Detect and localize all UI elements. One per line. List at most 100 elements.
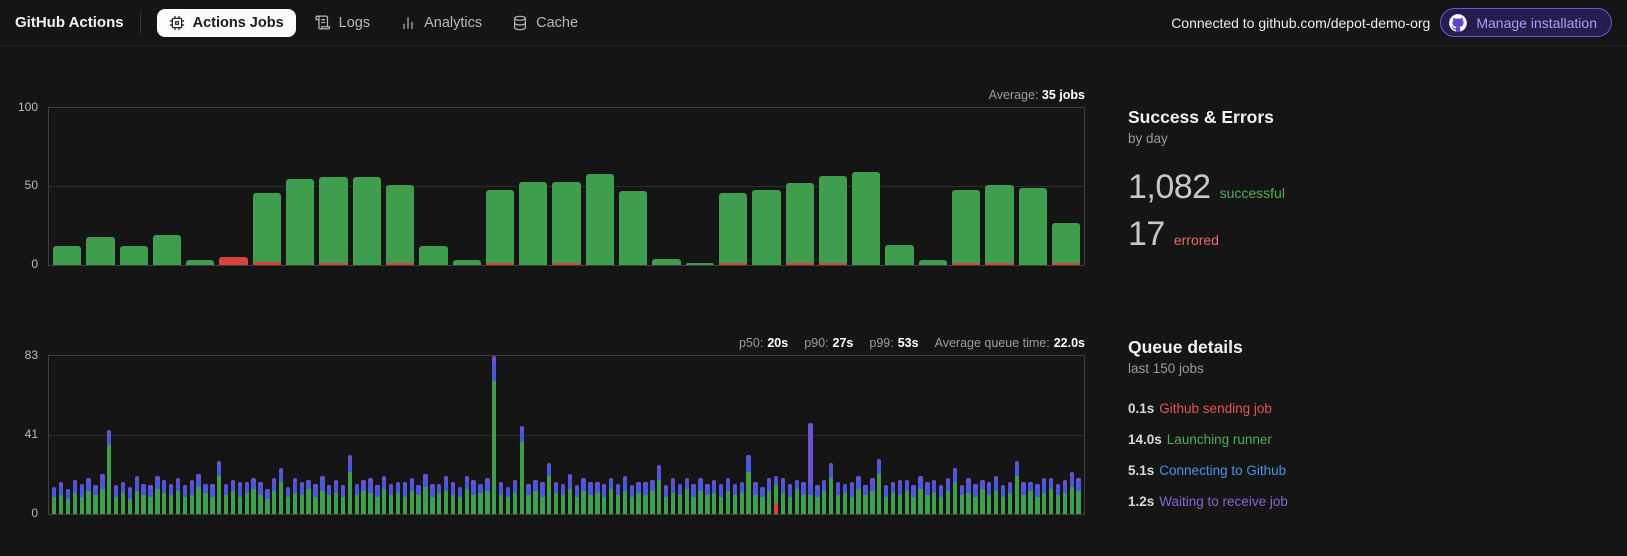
job-bar[interactable]: [801, 481, 806, 514]
job-bar[interactable]: [698, 477, 703, 514]
job-bar[interactable]: [753, 481, 758, 514]
day-bar[interactable]: [918, 108, 948, 265]
job-bar[interactable]: [959, 485, 964, 514]
job-bar[interactable]: [822, 479, 827, 514]
job-bar[interactable]: [712, 479, 717, 514]
job-bar[interactable]: [230, 479, 236, 514]
job-bar[interactable]: [725, 477, 731, 514]
job-bar[interactable]: [533, 479, 538, 514]
job-bar[interactable]: [457, 487, 462, 514]
job-bar[interactable]: [1035, 483, 1040, 514]
job-bar[interactable]: [100, 474, 105, 514]
job-bar[interactable]: [437, 483, 442, 514]
job-bar[interactable]: [141, 483, 146, 514]
job-bar[interactable]: [526, 483, 531, 514]
job-bar[interactable]: [925, 481, 930, 514]
job-bar[interactable]: [519, 426, 524, 514]
job-bar[interactable]: [842, 483, 847, 514]
job-bar[interactable]: [1028, 481, 1033, 514]
job-bar[interactable]: [739, 481, 744, 514]
day-bar[interactable]: [519, 108, 548, 265]
job-bar[interactable]: [285, 487, 291, 514]
job-bar[interactable]: [162, 479, 167, 514]
job-bar[interactable]: [313, 483, 318, 514]
job-bar[interactable]: [120, 481, 126, 514]
job-bar[interactable]: [732, 483, 737, 514]
job-bar[interactable]: [650, 479, 655, 514]
job-bar[interactable]: [856, 475, 861, 514]
job-bar[interactable]: [203, 483, 208, 514]
job-bar[interactable]: [306, 479, 311, 514]
day-bar[interactable]: [785, 108, 814, 265]
job-bar[interactable]: [223, 483, 229, 514]
day-bar[interactable]: [885, 108, 914, 265]
day-bar[interactable]: [552, 108, 581, 265]
day-bar[interactable]: [652, 108, 681, 265]
job-bar[interactable]: [168, 483, 174, 514]
day-bar[interactable]: [53, 108, 82, 265]
job-bar[interactable]: [388, 483, 394, 514]
job-bar[interactable]: [794, 479, 799, 514]
job-bar[interactable]: [966, 477, 971, 514]
job-bar[interactable]: [134, 475, 139, 514]
job-bar[interactable]: [870, 477, 875, 514]
job-bar[interactable]: [581, 477, 586, 514]
job-bar[interactable]: [320, 475, 325, 514]
job-bar[interactable]: [416, 485, 421, 514]
day-bar[interactable]: [385, 108, 415, 265]
job-bar[interactable]: [375, 485, 380, 514]
job-bar[interactable]: [574, 485, 579, 514]
job-bar[interactable]: [608, 477, 614, 514]
job-bar[interactable]: [767, 477, 772, 514]
job-bar[interactable]: [718, 483, 724, 514]
manage-installation-button[interactable]: Manage installation: [1440, 8, 1612, 37]
job-bar[interactable]: [478, 483, 483, 514]
job-bar[interactable]: [127, 487, 132, 514]
day-bar[interactable]: [419, 108, 448, 265]
job-bar[interactable]: [196, 474, 201, 514]
day-bar[interactable]: [319, 108, 348, 265]
day-bar[interactable]: [286, 108, 315, 265]
job-bar[interactable]: [1055, 483, 1061, 514]
job-bar[interactable]: [705, 483, 710, 514]
job-bar[interactable]: [595, 481, 600, 514]
job-bar[interactable]: [553, 481, 559, 514]
job-bar[interactable]: [79, 483, 84, 514]
job-bar[interactable]: [333, 479, 339, 514]
job-bar[interactable]: [155, 475, 160, 514]
job-bar[interactable]: [1014, 460, 1019, 514]
job-bar[interactable]: [292, 477, 297, 514]
job-bar[interactable]: [1048, 477, 1054, 514]
job-bar[interactable]: [602, 483, 607, 514]
job-bar[interactable]: [237, 481, 242, 514]
job-bar[interactable]: [980, 479, 985, 514]
job-bar[interactable]: [361, 479, 366, 514]
job-bar[interactable]: [863, 485, 868, 514]
job-bar[interactable]: [1042, 477, 1047, 514]
day-bar[interactable]: [485, 108, 515, 265]
day-bar[interactable]: [352, 108, 381, 265]
job-bar[interactable]: [86, 477, 91, 514]
job-bar[interactable]: [251, 477, 256, 514]
job-bar[interactable]: [547, 462, 552, 514]
job-bar[interactable]: [657, 464, 662, 514]
job-bar[interactable]: [622, 475, 627, 514]
job-bar[interactable]: [402, 481, 407, 514]
job-bar[interactable]: [932, 479, 937, 514]
job-bar[interactable]: [746, 455, 751, 514]
tab-actions-jobs[interactable]: Actions Jobs: [156, 8, 296, 37]
day-bar[interactable]: [985, 108, 1014, 265]
job-bar[interactable]: [897, 479, 902, 514]
job-bar[interactable]: [450, 481, 456, 514]
job-bar[interactable]: [787, 483, 792, 514]
job-bar[interactable]: [615, 483, 621, 514]
job-bar[interactable]: [217, 460, 222, 514]
job-bar[interactable]: [464, 475, 469, 514]
job-bar[interactable]: [987, 481, 992, 514]
job-bar[interactable]: [430, 483, 435, 514]
day-bar[interactable]: [952, 108, 981, 265]
job-bar[interactable]: [258, 481, 263, 514]
job-bar[interactable]: [354, 483, 359, 514]
job-bar[interactable]: [773, 475, 779, 514]
tab-logs[interactable]: Logs: [302, 8, 382, 37]
